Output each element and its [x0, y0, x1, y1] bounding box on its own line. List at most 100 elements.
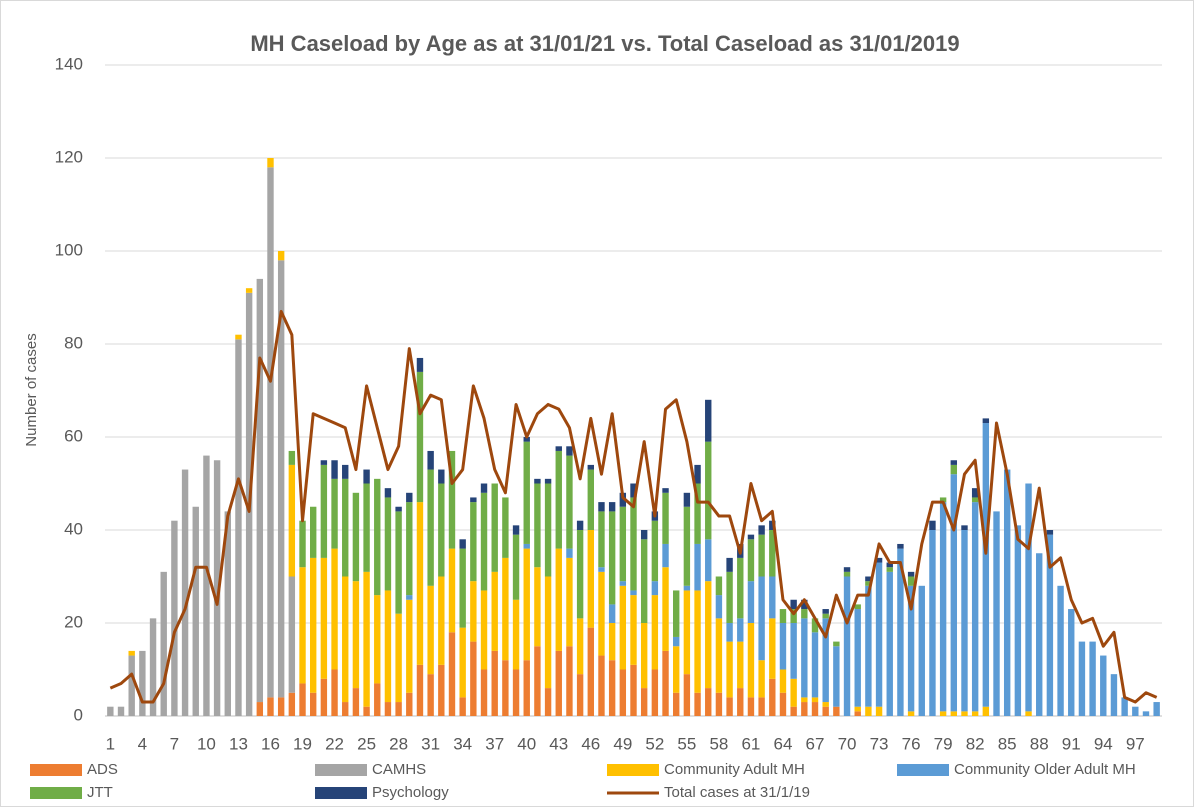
bar-segment — [961, 711, 968, 716]
bar-segment — [769, 520, 776, 530]
bar-segment — [448, 450, 456, 549]
bar-segment — [1132, 706, 1139, 716]
bar-segment — [854, 711, 861, 716]
bar-segment — [875, 557, 883, 563]
bar-segment — [854, 706, 861, 712]
bar-segment — [747, 623, 755, 698]
bar-segment — [811, 697, 819, 703]
bar-segment — [865, 581, 872, 586]
bar-segment — [331, 669, 338, 716]
bar-segment — [107, 706, 114, 716]
bar-segment — [886, 567, 893, 572]
bar-segment — [576, 618, 584, 675]
bar-segment — [608, 604, 616, 623]
bar-segment — [342, 576, 349, 703]
bar-segment — [971, 497, 979, 503]
bar-segment — [128, 655, 135, 716]
bar-segment — [309, 692, 317, 716]
x-tick-label: 91 — [1062, 734, 1081, 753]
x-tick-label: 94 — [1094, 734, 1113, 753]
bar-segment — [566, 455, 573, 549]
bar-segment — [523, 660, 530, 716]
bar-segment — [566, 446, 573, 456]
bar-segment — [534, 567, 541, 647]
bar-segment — [213, 460, 221, 716]
bar-segment — [779, 609, 787, 623]
bar-segment — [854, 609, 861, 707]
bar-segment — [811, 702, 819, 716]
line — [109, 309, 1158, 704]
bar-segment — [203, 455, 210, 716]
bar-segment — [523, 548, 530, 661]
bar-segment — [299, 520, 306, 568]
bar-segment — [843, 567, 851, 572]
bar-segment — [801, 618, 808, 698]
legend-swatch — [315, 764, 367, 776]
bar-segment — [694, 543, 701, 591]
bar-segment — [854, 604, 861, 610]
bar-segment — [737, 641, 744, 689]
bar-segment — [363, 469, 370, 484]
chart-title: MH Caseload by Age as at 31/01/21 vs. To… — [250, 31, 959, 56]
bar-segment — [470, 502, 477, 582]
bar-segment — [950, 711, 958, 716]
bar-segment — [726, 557, 733, 572]
bar-segment — [822, 618, 829, 703]
bar-segment — [640, 688, 648, 716]
legend-label: Total cases at 31/1/19 — [664, 784, 810, 801]
x-tick-label: 37 — [485, 734, 504, 753]
bar-segment — [961, 525, 968, 530]
bar-segment — [779, 692, 787, 716]
bar-segment — [416, 357, 424, 372]
bar-segment — [342, 702, 349, 716]
x-tick-label: 1 — [106, 734, 115, 753]
bar-segment — [747, 539, 755, 582]
bar-segment — [737, 688, 744, 716]
bar-segment — [534, 478, 541, 484]
bar-segment — [715, 576, 723, 596]
bar-segment — [363, 706, 370, 716]
bar-segment — [491, 571, 498, 651]
bar-segment — [128, 650, 135, 656]
x-tick-label: 34 — [453, 734, 472, 753]
bar-segment — [374, 595, 381, 684]
bar-segment — [1089, 641, 1096, 716]
bar-segment — [534, 483, 541, 568]
bar-segment — [961, 530, 968, 712]
bar-segment — [427, 674, 434, 716]
bar-segment — [886, 562, 893, 568]
bar-segment — [331, 478, 338, 549]
x-tick-label: 7 — [170, 734, 179, 753]
bar-segment — [875, 562, 883, 707]
bar-segment — [277, 260, 285, 698]
x-tick-label: 85 — [998, 734, 1017, 753]
bar-segment — [939, 497, 947, 503]
bar-segment — [705, 581, 712, 689]
y-tick-label: 40 — [64, 519, 83, 538]
bar-segment — [1003, 469, 1011, 716]
bar-segment — [790, 678, 797, 707]
bar-segment — [758, 525, 765, 535]
y-tick-label: 80 — [64, 333, 83, 352]
x-tick-label: 16 — [261, 734, 280, 753]
bar-segment — [769, 678, 776, 716]
bar-segment — [619, 492, 627, 507]
bar-segment — [427, 469, 434, 586]
bar-segment — [715, 618, 723, 693]
bar-segment — [694, 590, 701, 693]
x-tick-label: 10 — [197, 734, 216, 753]
bar-segment — [235, 339, 242, 716]
bar-segment — [544, 483, 552, 577]
bar-segment — [630, 590, 637, 596]
x-tick-label: 76 — [902, 734, 921, 753]
bar-segment — [427, 585, 434, 675]
bar-segment — [512, 534, 520, 600]
x-tick-label: 31 — [421, 734, 440, 753]
bar-segment — [950, 474, 958, 712]
bar-segment — [619, 506, 627, 582]
bar-segment — [448, 548, 456, 633]
x-tick-label: 64 — [774, 734, 793, 753]
bar-segment — [662, 492, 669, 544]
bar-segment — [480, 669, 488, 716]
